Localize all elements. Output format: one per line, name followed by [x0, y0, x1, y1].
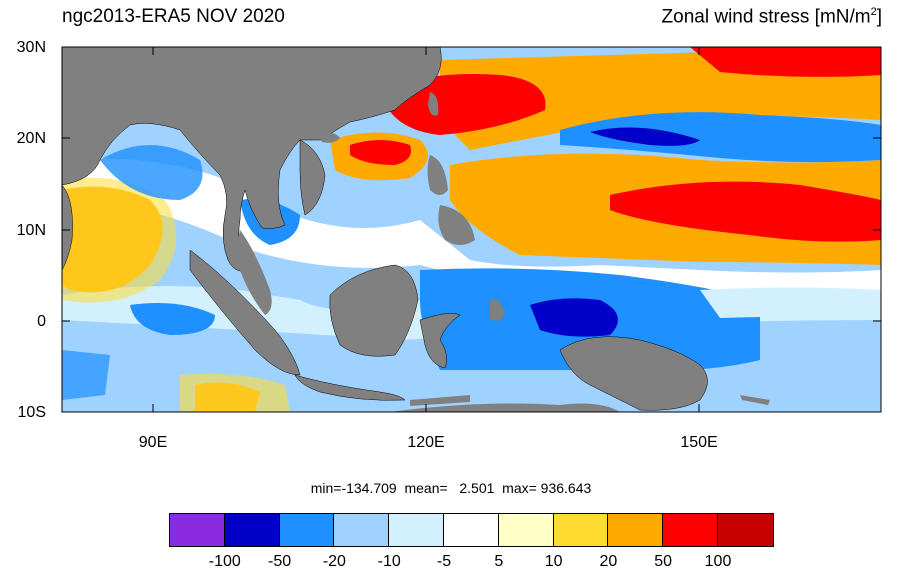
sumatra [189, 249, 301, 376]
red-northeast [690, 47, 881, 77]
lat-label-10n: 10N [16, 222, 46, 239]
colorbar [169, 513, 774, 547]
vietnam [299, 139, 326, 216]
colorbar-cell [224, 514, 280, 546]
halmahera [490, 299, 505, 321]
colorbar-cell [717, 514, 773, 546]
hainan [320, 133, 340, 143]
colorbar-cell [170, 514, 225, 546]
variable-title: Zonal wind stress [mN/m2] [661, 6, 882, 28]
sulawesi [419, 313, 461, 369]
malay-peninsula [235, 230, 272, 315]
lat-label-30n: 30N [16, 39, 46, 56]
lesser-sunda [410, 395, 470, 406]
colorbar-label: 100 [704, 553, 732, 570]
colorbar-cell [608, 514, 664, 546]
lat-label-10s: 10S [17, 404, 46, 421]
yellow-java [180, 373, 290, 412]
solomon-islands [740, 395, 770, 405]
borneo [329, 264, 419, 357]
lon-label-150e: 150E [680, 434, 718, 451]
new-guinea [559, 336, 708, 411]
colorbar-label: -20 [322, 553, 346, 570]
colorbar-cell [443, 514, 499, 546]
colorbar-label: 50 [654, 553, 673, 570]
asia-mainland [62, 47, 442, 272]
colorbar-label: 5 [494, 553, 504, 570]
colorbar-label: -5 [436, 553, 452, 570]
colorbar-cell [279, 514, 335, 546]
lat-label-20n: 20N [16, 130, 46, 147]
colorbar-label: 20 [599, 553, 618, 570]
philippines-south [438, 205, 475, 245]
colorbar-label: -50 [268, 553, 292, 570]
red-east-band [610, 181, 881, 242]
axis-ticks [62, 46, 881, 412]
lon-label-120e: 120E [407, 434, 445, 451]
blue-east-belt [700, 287, 881, 320]
colorbar-cell [663, 514, 718, 546]
blue-band-ne [560, 112, 881, 163]
blue-patch-sw [62, 350, 110, 400]
yellow-ring-west [62, 177, 177, 303]
taiwan [428, 92, 439, 116]
colorbar-cell [334, 514, 390, 546]
blue-patch-south [130, 302, 215, 335]
colorbar-cell [389, 514, 444, 546]
java [294, 374, 406, 401]
india-peninsula [62, 184, 73, 271]
colorbar-cell [498, 514, 554, 546]
colorbar-label: -100 [208, 553, 241, 570]
map-title: ngc2013-ERA5 NOV 2020 [62, 6, 285, 27]
darkblue-band-ne [590, 127, 700, 146]
australia-north [390, 403, 620, 412]
stats-line: min=-134.709 mean= 2.501 max= 936.643 [310, 480, 592, 496]
darkblue-ng [530, 298, 618, 337]
blue-bay [100, 145, 203, 200]
colorbar-label: 10 [544, 553, 563, 570]
lat-label-eq: 0 [37, 313, 46, 330]
red-scs [350, 140, 411, 165]
philippines-luzon [427, 155, 448, 195]
colorbar-cell [553, 514, 609, 546]
lon-label-90e: 90E [138, 434, 168, 451]
colorbar-label: -10 [377, 553, 401, 570]
